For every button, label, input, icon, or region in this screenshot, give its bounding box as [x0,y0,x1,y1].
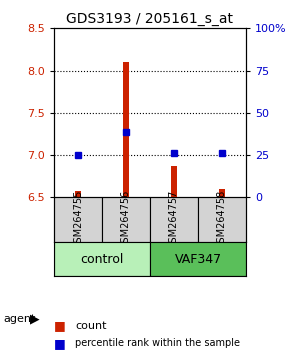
FancyBboxPatch shape [198,197,246,242]
FancyBboxPatch shape [54,242,150,276]
Bar [219,189,225,197]
Text: percentile rank within the sample: percentile rank within the sample [75,338,240,348]
Text: ■: ■ [54,319,66,332]
Text: ▶: ▶ [30,312,40,325]
FancyBboxPatch shape [54,197,102,242]
Bar [75,190,81,197]
FancyBboxPatch shape [150,242,246,276]
Text: agent: agent [3,314,35,324]
Text: GSM264755: GSM264755 [73,190,83,250]
Text: ■: ■ [54,337,66,350]
Text: count: count [75,321,106,331]
Title: GDS3193 / 205161_s_at: GDS3193 / 205161_s_at [67,12,233,26]
Text: GSM264758: GSM264758 [217,190,227,250]
Text: VAF347: VAF347 [174,253,222,266]
FancyBboxPatch shape [150,197,198,242]
Text: GSM264756: GSM264756 [121,190,131,250]
FancyBboxPatch shape [102,197,150,242]
Text: GSM264757: GSM264757 [169,190,179,250]
Bar [123,62,129,197]
Bar [171,166,177,197]
Text: control: control [80,253,124,266]
